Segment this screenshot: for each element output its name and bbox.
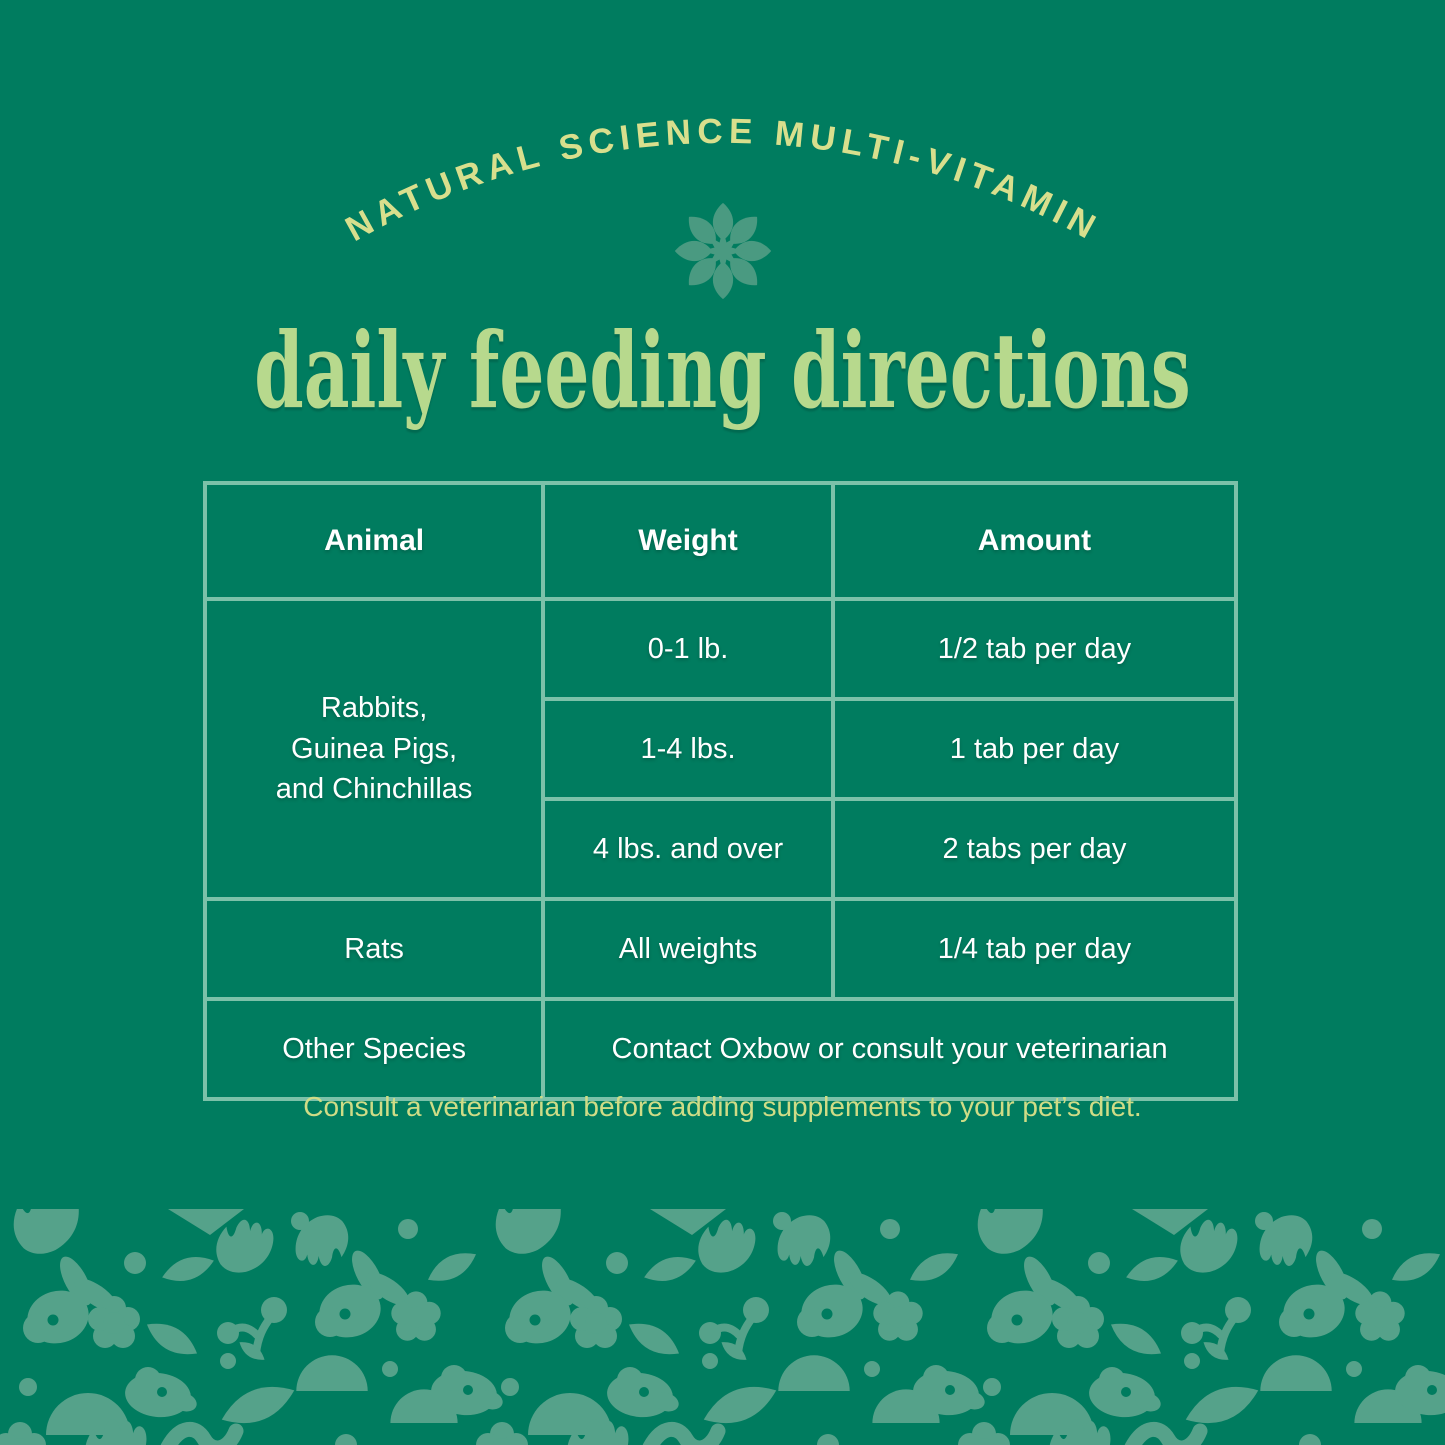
- veterinarian-note: Consult a veterinarian before adding sup…: [303, 1091, 1142, 1122]
- other-species-instruction-cell: Contact Oxbow or consult your veterinari…: [541, 997, 1238, 1101]
- animal-line: Rabbits,: [320, 692, 428, 725]
- header-row: Animal Weight Amount: [202, 481, 1239, 601]
- column-header-weight: Weight: [541, 481, 835, 601]
- star-icon: [701, 229, 744, 273]
- amount-cell: 1 tab per day: [830, 697, 1239, 801]
- feeding-table-wrap: Animal Weight Amount Rabbits, Guinea Pig…: [202, 481, 1239, 1101]
- table-row: Rabbits, Guinea Pigs, and Chinchillas 0-…: [202, 597, 1239, 901]
- animal-cell-rabbits-group: Rabbits, Guinea Pigs, and Chinchillas: [202, 597, 546, 901]
- amount-cell: 2 tabs per day: [830, 797, 1239, 901]
- table-row: 1-4 lbs. 1 tab per day: [205, 697, 1239, 801]
- feeding-table: Animal Weight Amount Rabbits, Guinea Pig…: [202, 481, 1239, 1101]
- weight-cell: 4 lbs. and over: [541, 797, 835, 901]
- column-header-amount: Amount: [830, 481, 1239, 601]
- animal-leaf-pattern: [0, 1209, 1445, 1445]
- weight-cell: All weights: [541, 897, 835, 1001]
- animal-cell-rats: Rats: [202, 897, 546, 1001]
- page-title: daily feeding directions: [254, 309, 1191, 432]
- table-row: 4 lbs. and over 2 tabs per day: [205, 797, 1239, 901]
- weight-cell: 1-4 lbs.: [541, 697, 835, 801]
- animal-line: Guinea Pigs,: [291, 732, 458, 765]
- flower-icon: [674, 202, 771, 300]
- table-row: Rats All weights 1/4 tab per day: [202, 897, 1239, 1001]
- animal-cell-other-species: Other Species: [202, 997, 546, 1101]
- amount-cell: 1/4 tab per day: [830, 897, 1239, 1001]
- table-row: Other Species Contact Oxbow or consult y…: [202, 997, 1238, 1101]
- weight-cell: 0-1 lb.: [541, 597, 835, 701]
- column-header-animal: Animal: [202, 481, 546, 601]
- amount-cell: 1/2 tab per day: [830, 597, 1239, 701]
- animal-line: and Chinchillas: [275, 773, 473, 806]
